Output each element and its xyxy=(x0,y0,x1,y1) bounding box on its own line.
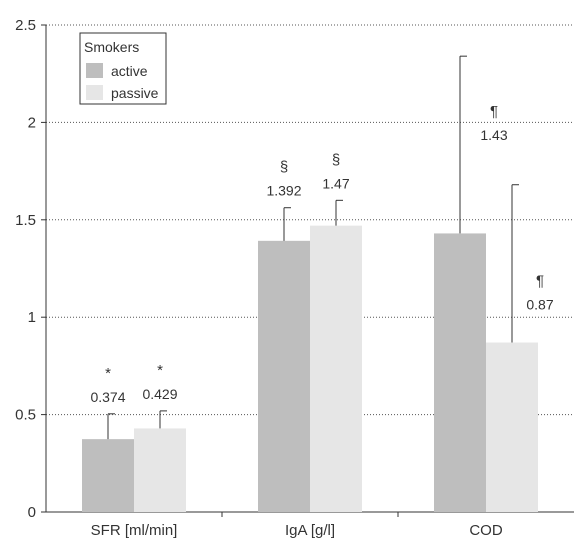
significance-marker: § xyxy=(280,159,288,176)
bar-passive xyxy=(134,428,186,512)
y-tick-label: 0.5 xyxy=(15,407,36,424)
data-labels: 0.374 * 0.429 * 1.392 § 1.47 § 1.43 ¶ 0.87 ¶ xyxy=(90,103,553,405)
value-label: 1.47 xyxy=(322,175,349,191)
category-label: SFR [ml/min] xyxy=(91,522,178,539)
bar-active xyxy=(434,233,486,512)
significance-marker: § xyxy=(332,151,340,168)
bar-passive xyxy=(310,225,362,513)
legend-swatch-active xyxy=(86,63,103,78)
y-tick-label: 2 xyxy=(28,114,36,131)
y-tick-label: 0 xyxy=(28,504,36,521)
legend-swatch-passive xyxy=(86,85,103,100)
value-label: 0.87 xyxy=(526,296,553,312)
y-tick-label: 1.5 xyxy=(15,212,36,229)
value-label: 0.374 xyxy=(90,389,125,405)
value-label: 1.43 xyxy=(480,127,507,143)
legend: Smokers active passive xyxy=(79,32,167,105)
value-label: 0.429 xyxy=(142,386,177,402)
legend-label-active: active xyxy=(111,63,148,79)
significance-marker: * xyxy=(105,365,111,382)
bar-passive xyxy=(486,342,538,512)
significance-marker: * xyxy=(157,362,163,379)
bars xyxy=(82,55,538,513)
legend-title: Smokers xyxy=(84,39,139,55)
y-tick-label: 1 xyxy=(28,309,36,326)
bar-active xyxy=(258,240,310,513)
bar-active xyxy=(82,439,134,512)
value-label: 1.392 xyxy=(266,183,301,199)
significance-marker: ¶ xyxy=(536,272,544,289)
category-label: COD xyxy=(469,522,503,539)
significance-marker: ¶ xyxy=(490,103,498,120)
category-label: IgA [g/l] xyxy=(285,522,335,539)
y-tick-label: 2.5 xyxy=(15,17,36,34)
legend-label-passive: passive xyxy=(111,85,159,101)
